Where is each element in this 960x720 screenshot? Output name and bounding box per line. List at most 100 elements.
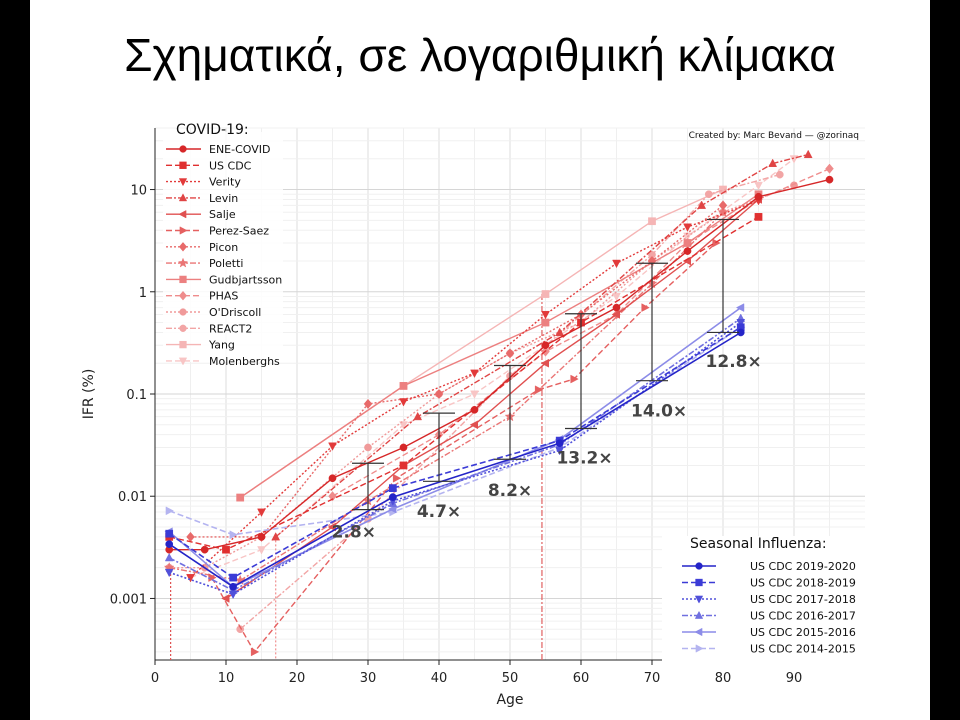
series — [163, 149, 834, 657]
x-tick-label: 50 — [502, 671, 519, 686]
legend-label: Levin — [209, 192, 238, 205]
series-line — [239, 173, 780, 630]
data-point — [222, 545, 230, 554]
covid-legend-item: Levin — [166, 192, 238, 205]
data-point — [164, 552, 174, 562]
data-point — [555, 439, 564, 448]
data-point — [612, 292, 621, 302]
ratio-label: 14.0× — [631, 401, 687, 421]
data-point — [611, 310, 620, 319]
slide: Σχηματικά, σε λογαριθμική κλίμακα 0 10 20 3… — [30, 0, 930, 720]
data-point — [641, 303, 650, 312]
data-point — [768, 158, 778, 167]
data-point — [399, 382, 408, 390]
axes: 0 10 20 30 40 50 60 70 80 90 0.001 0.01 0.1 1 10 Age IFR… — [81, 128, 865, 708]
ratio-bar: 12.8× — [706, 218, 762, 372]
legend-label: Salje — [209, 208, 236, 221]
data-point — [186, 574, 195, 583]
credit-text: Created by: Marc Bevand — @zorinaq — [689, 131, 859, 141]
legend-label: US CDC 2018-2019 — [750, 577, 856, 590]
data-point — [712, 238, 721, 248]
data-point — [178, 357, 188, 366]
data-point — [470, 369, 479, 378]
slide-title: Σχηματικά, σε λογαριθμική κλίμακα — [124, 29, 836, 81]
data-point — [229, 573, 237, 582]
data-point — [717, 206, 729, 217]
legend-label: Yang — [208, 339, 235, 352]
covid-legend-item: REACT2 — [166, 322, 252, 335]
data-point — [179, 340, 187, 349]
x-tick-label: 70 — [644, 671, 661, 686]
data-point — [250, 647, 260, 657]
data-point — [754, 213, 763, 221]
legend-label: US CDC — [209, 159, 252, 172]
data-point — [694, 595, 704, 604]
data-point — [697, 200, 707, 209]
data-point — [825, 175, 834, 184]
covid-legend-item: O'Driscoll — [166, 306, 261, 319]
flu-legend-item: US CDC 2019-2020 — [682, 560, 856, 573]
data-point — [328, 474, 337, 483]
ratio-bar: 14.0× — [631, 262, 687, 421]
data-point — [555, 447, 565, 456]
legend-label: US CDC 2017-2018 — [750, 593, 856, 606]
series-ene-covid — [165, 175, 834, 554]
legend-label: US CDC 2016-2017 — [750, 610, 856, 623]
data-point — [387, 504, 397, 514]
covid-legend-item: Salje — [166, 208, 236, 221]
y-axis-title: IFR (%) — [81, 369, 97, 420]
x-tick-label: 60 — [573, 671, 590, 686]
legends: COVID-19: ENE-COVID US CDC Verity Levin Salje… — [163, 122, 866, 666]
data-point — [470, 405, 479, 414]
data-point — [612, 259, 621, 269]
data-point — [540, 358, 549, 368]
data-point — [389, 493, 397, 501]
series-line — [275, 153, 809, 538]
ratio-label: 12.8× — [706, 352, 762, 372]
legend-label: US CDC 2019-2020 — [750, 560, 856, 573]
series-line — [168, 326, 742, 579]
data-point — [178, 178, 188, 187]
data-point — [754, 181, 763, 191]
y-tick-label: 0.001 — [110, 592, 147, 607]
flu-legend-box — [662, 536, 866, 666]
data-point — [178, 193, 188, 202]
ratio-label: 2.8× — [332, 523, 376, 543]
data-point — [399, 421, 408, 430]
data-point — [229, 582, 237, 591]
data-point — [718, 200, 728, 211]
data-point — [534, 385, 544, 395]
covid-legend-item: Verity — [166, 176, 241, 189]
data-point — [555, 327, 565, 336]
ifr-chart: 0 10 20 30 40 50 60 70 80 90 0.001 0.01 0.1 1 10 Age IFR… — [81, 122, 866, 708]
flu-legend-item: US CDC 2018-2019 — [682, 577, 856, 590]
data-point — [695, 562, 703, 570]
series-verity — [186, 197, 763, 583]
y-tick-label: 10 — [130, 184, 147, 199]
data-point — [363, 398, 373, 409]
data-point — [612, 303, 621, 312]
data-point — [327, 522, 336, 532]
data-point — [236, 625, 245, 634]
data-point — [754, 192, 763, 201]
data-point — [165, 540, 174, 548]
covid-legend-item: Gudbjartsson — [166, 273, 282, 286]
data-point — [683, 223, 692, 232]
data-point — [399, 443, 408, 452]
series-us-cdc-2019-2020 — [165, 328, 745, 591]
data-point — [392, 473, 402, 483]
data-point — [541, 310, 550, 320]
data-point — [470, 390, 479, 399]
covid-legend-title: COVID-19: — [176, 122, 249, 138]
data-point — [648, 217, 656, 226]
data-point — [200, 545, 209, 554]
x-tick-label: 0 — [151, 671, 159, 686]
legend-label: O'Driscoll — [209, 306, 261, 319]
x-tick-label: 10 — [218, 671, 235, 686]
data-point — [695, 578, 703, 587]
legend-label: REACT2 — [209, 322, 252, 335]
data-point — [221, 594, 230, 603]
ratio-bar: 8.2× — [488, 364, 532, 501]
data-point — [469, 420, 478, 430]
data-point — [825, 163, 834, 174]
